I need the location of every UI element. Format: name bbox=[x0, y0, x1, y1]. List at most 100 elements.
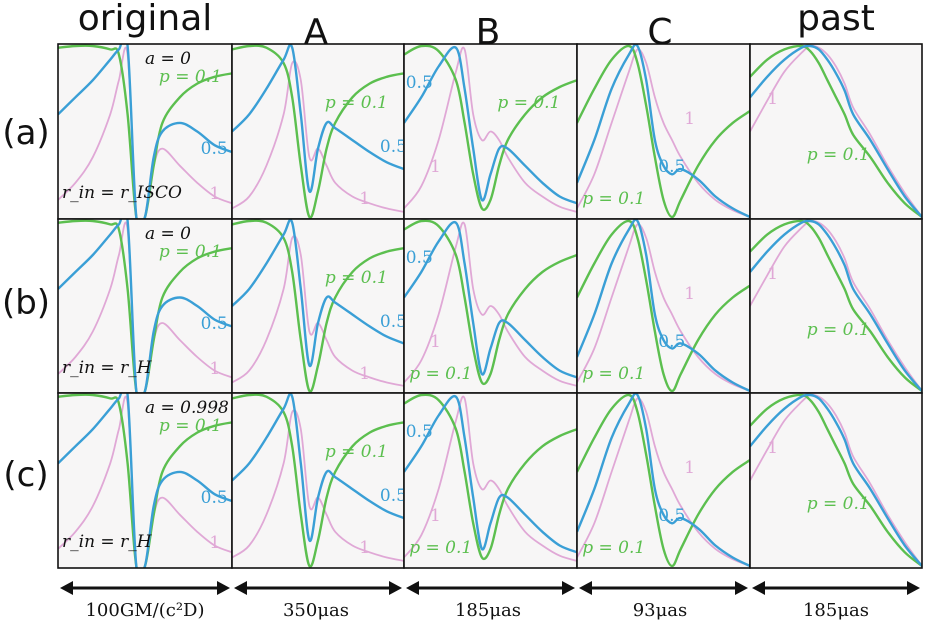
scale-arrow-left-3 bbox=[579, 581, 592, 595]
curve-label-C-row1-1: 0.5 bbox=[658, 332, 685, 352]
curve-label-B-row0-0: 0.5 bbox=[406, 73, 433, 93]
scale-arrow-right-1 bbox=[389, 581, 402, 595]
curve-label-C-row0-1: 0.5 bbox=[658, 157, 685, 177]
curve-label-past-row0-1: p = 0.1 bbox=[807, 145, 870, 165]
curve-A-row2-1 bbox=[232, 409, 404, 562]
panel-bg-C-0 bbox=[577, 44, 750, 219]
curve-B-row2-0-5 bbox=[404, 394, 577, 554]
curve-label-C-row2-1: 0.5 bbox=[658, 506, 685, 526]
curve-label-B-row2-2: p = 0.1 bbox=[409, 538, 472, 558]
scale-label-c: 93μas bbox=[633, 600, 688, 621]
curve-A-row0-1 bbox=[232, 60, 404, 213]
scale-label-past: 185μas bbox=[803, 600, 869, 621]
curve-C-row2-p-0-1 bbox=[577, 393, 750, 568]
curve-A-row0-0-5 bbox=[232, 44, 404, 193]
curve-C-row0-0-5 bbox=[577, 44, 750, 219]
curve-B-row1-1 bbox=[404, 221, 577, 387]
curve-original-row2-p-0-1 bbox=[58, 393, 232, 568]
curve-B-row1-0-5 bbox=[404, 220, 577, 379]
curve-label-original-row1-2: 1 bbox=[209, 359, 220, 379]
curve-C-row0-p-0-1 bbox=[577, 44, 750, 219]
curve-A-row1-0-5 bbox=[232, 219, 404, 367]
scale-arrow-left-0 bbox=[60, 581, 73, 595]
curve-past-row1-1 bbox=[750, 219, 922, 392]
curve-B-row2-p-0-1 bbox=[404, 393, 577, 561]
curve-label-B-row0-2: p = 0.1 bbox=[497, 93, 560, 113]
spin-label-row1: a = 0 bbox=[145, 224, 191, 244]
curve-A-row0-p-0-1 bbox=[232, 44, 404, 219]
curve-B-row2-1 bbox=[404, 395, 577, 562]
curve-label-C-row2-2: p = 0.1 bbox=[582, 538, 645, 558]
curve-label-C-row1-2: p = 0.1 bbox=[582, 364, 645, 384]
curve-label-original-row0-1: 0.5 bbox=[201, 139, 228, 159]
curve-label-B-row0-1: 1 bbox=[430, 157, 441, 177]
curve-label-original-row1-1: 0.5 bbox=[201, 314, 228, 334]
curve-B-row0-1 bbox=[404, 46, 577, 213]
curve-A-row1-1 bbox=[232, 235, 404, 387]
row-label-c: (c) bbox=[3, 455, 48, 495]
scale-arrow-right-0 bbox=[217, 581, 230, 595]
curve-original-row0-p-0-1 bbox=[58, 44, 232, 219]
scale-arrow-left-1 bbox=[234, 581, 247, 595]
curve-label-C-row0-0: 1 bbox=[684, 109, 695, 129]
col-title-past: past bbox=[797, 0, 875, 39]
curve-label-A-row2-1: 0.5 bbox=[380, 486, 407, 506]
curve-label-past-row1-1: p = 0.1 bbox=[807, 320, 870, 340]
curve-original-row1-0-5 bbox=[58, 219, 232, 393]
row-label-a: (a) bbox=[2, 113, 49, 153]
panel-bg-C-2 bbox=[577, 393, 750, 568]
curve-C-row1-0-5 bbox=[577, 219, 750, 393]
curve-B-row0-0-5 bbox=[404, 45, 577, 205]
scale-arrow-left-2 bbox=[406, 581, 419, 595]
panel-bg-original-1 bbox=[58, 219, 232, 393]
panel-bg-original-0 bbox=[58, 44, 232, 219]
scale-label-original: 100GM/(c²D) bbox=[85, 600, 204, 621]
curve-label-original-row2-0: p = 0.1 bbox=[159, 416, 222, 436]
scale-arrow-right-4 bbox=[907, 581, 920, 595]
curve-original-row2-0-5 bbox=[58, 393, 232, 568]
spin-label-row2: a = 0.998 bbox=[145, 398, 229, 418]
curve-B-row1-p-0-1 bbox=[404, 219, 577, 386]
curve-label-A-row1-1: 0.5 bbox=[380, 312, 407, 332]
curve-original-row0-0-5 bbox=[58, 44, 232, 219]
curve-label-C-row2-0: 1 bbox=[684, 458, 695, 478]
curve-label-C-row1-0: 1 bbox=[684, 284, 695, 304]
curve-label-original-row2-2: 1 bbox=[209, 533, 220, 553]
curve-past-row2-1 bbox=[750, 393, 922, 567]
curve-label-A-row1-2: 1 bbox=[359, 364, 370, 384]
curve-label-A-row0-0: p = 0.1 bbox=[325, 93, 388, 113]
curve-past-row2-p-0-1 bbox=[750, 393, 922, 567]
curve-past-row1-p-0-1 bbox=[750, 219, 922, 392]
curve-A-row2-p-0-1 bbox=[232, 393, 404, 568]
curve-label-B-row2-1: 1 bbox=[430, 506, 441, 526]
curve-C-row0-1 bbox=[577, 48, 750, 218]
curve-label-A-row2-2: 1 bbox=[359, 538, 370, 558]
curve-label-B-row2-0: 0.5 bbox=[406, 422, 433, 442]
rin-label-row0: r_in = r_ISCO bbox=[62, 183, 182, 203]
curve-label-A-row0-1: 0.5 bbox=[380, 137, 407, 157]
curve-label-C-row0-2: p = 0.1 bbox=[582, 189, 645, 209]
curve-label-A-row2-0: p = 0.1 bbox=[325, 442, 388, 462]
scale-arrow-right-3 bbox=[735, 581, 748, 595]
panel-bg-original-2 bbox=[58, 393, 232, 568]
curve-A-row1-p-0-1 bbox=[232, 219, 404, 393]
rin-label-row2: r_in = r_H bbox=[62, 532, 153, 552]
scale-bars bbox=[60, 581, 920, 595]
curve-label-past-row0-0: 1 bbox=[767, 89, 778, 109]
curve-label-B-row1-2: p = 0.1 bbox=[409, 364, 472, 384]
row-label-b: (b) bbox=[2, 283, 50, 323]
curve-past-row0-1 bbox=[750, 44, 922, 218]
curve-original-row2-1 bbox=[58, 395, 232, 568]
curve-past-row0-p-0-1 bbox=[750, 44, 922, 218]
curve-C-row1-1 bbox=[577, 223, 750, 392]
spin-label-row0: a = 0 bbox=[145, 49, 191, 69]
curve-label-original-row0-0: p = 0.1 bbox=[159, 67, 222, 87]
curve-C-row2-1 bbox=[577, 397, 750, 567]
curve-label-past-row2-1: p = 0.1 bbox=[807, 494, 870, 514]
curve-label-original-row2-1: 0.5 bbox=[201, 488, 228, 508]
curve-label-original-row1-0: p = 0.1 bbox=[159, 242, 222, 262]
curve-label-B-row1-1: 1 bbox=[430, 332, 441, 352]
scale-label-a: 350μas bbox=[283, 600, 349, 621]
